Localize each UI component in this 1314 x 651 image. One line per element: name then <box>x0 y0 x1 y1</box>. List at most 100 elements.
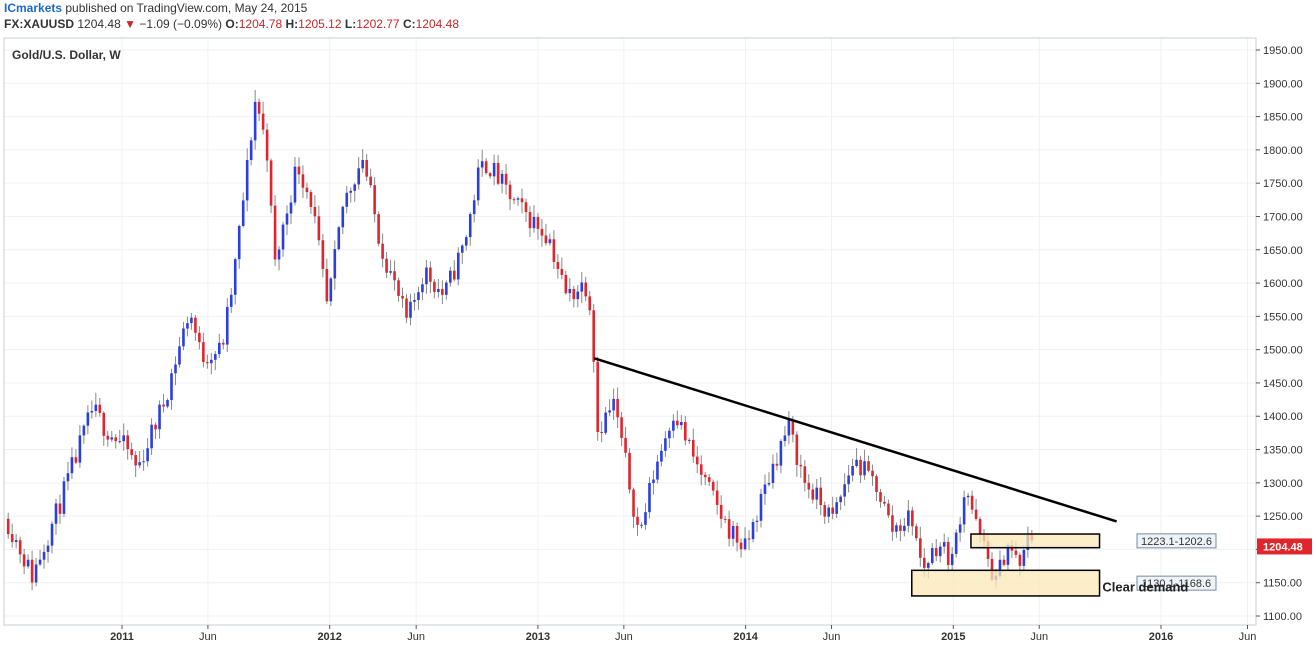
candle-body <box>349 190 353 193</box>
grid <box>4 38 1256 625</box>
candle-body <box>974 509 978 519</box>
candle-body <box>241 200 245 226</box>
candle-body <box>871 470 874 477</box>
candle-body <box>540 228 544 236</box>
y-tick-label: 1100.00 <box>1263 611 1302 623</box>
publisher-name[interactable]: ICmarkets <box>4 1 63 15</box>
candle-body <box>958 524 962 533</box>
down-arrow-icon: ▼ <box>124 17 136 31</box>
candle-body <box>1006 545 1010 565</box>
candle-body <box>429 267 432 282</box>
candle-body <box>827 507 831 517</box>
candle-body <box>393 271 396 281</box>
candle-body <box>803 466 807 483</box>
price-change: −1.09 (−0.09%) <box>139 17 223 31</box>
axes: 1100.001150.001200.001250.001300.001350.… <box>3 37 1303 643</box>
published-text: published on TradingView.com, May 24, 20… <box>65 1 308 15</box>
candle-body <box>150 424 153 449</box>
candle-body <box>660 450 663 462</box>
candle-body <box>1022 549 1026 566</box>
candle-body <box>82 425 86 436</box>
candle-body <box>54 503 58 524</box>
last-price: 1204.48 <box>77 17 121 31</box>
candle-body <box>588 296 592 311</box>
candle-body <box>552 239 556 262</box>
candle-body <box>851 466 854 476</box>
candle-body <box>273 205 277 260</box>
candle-body <box>437 289 440 292</box>
candle-body <box>755 520 759 522</box>
candle-body <box>480 161 484 168</box>
candle-body <box>405 298 408 318</box>
candle-body <box>413 299 416 302</box>
close-label: C: <box>402 17 416 31</box>
close-value: 1204.48 <box>415 17 460 31</box>
candle-body <box>249 140 253 161</box>
candle-body <box>767 482 771 485</box>
candle-body <box>791 419 795 435</box>
candle-body <box>664 438 667 451</box>
y-tick-label: 1950.00 <box>1263 45 1303 57</box>
candle-body <box>18 540 22 555</box>
candle-body <box>225 306 229 345</box>
candle-body <box>484 161 488 174</box>
candle-body <box>361 159 364 169</box>
symbol-quote-line: FX:XAUUSD 1204.48 ▼ −1.09 (−0.09%) O:120… <box>4 17 459 31</box>
candle-body <box>743 538 747 550</box>
y-tick-label: 1650.00 <box>1263 245 1303 257</box>
low-value: 1202.77 <box>356 17 400 31</box>
candle-body <box>751 521 755 540</box>
candle-body <box>26 559 30 567</box>
candle-body <box>456 252 460 280</box>
candle-body <box>464 237 468 246</box>
trendline-layer <box>593 357 1117 523</box>
candle-body <box>986 541 990 559</box>
candle-body <box>397 280 400 296</box>
candle-body <box>672 420 675 431</box>
candle-body <box>608 410 611 413</box>
candle-body <box>703 474 707 478</box>
candle-body <box>839 496 842 503</box>
candle-body <box>879 492 882 502</box>
candle-body <box>281 224 285 250</box>
candle-body <box>14 540 18 542</box>
zone-label-1: 1223.1-1202.6 <box>1141 536 1212 548</box>
candle-body <box>779 440 783 466</box>
candle-body <box>138 462 141 466</box>
candle-body <box>739 542 743 550</box>
candle-body <box>182 328 185 347</box>
candle-body <box>699 464 703 475</box>
candle-body <box>831 507 834 514</box>
candle-body <box>903 525 906 531</box>
candle-body <box>66 473 70 482</box>
candle-body <box>600 432 603 434</box>
candle-body <box>560 269 564 275</box>
candle-body <box>970 495 974 510</box>
candle-body <box>94 404 98 412</box>
candle-body <box>198 332 201 343</box>
candle-body <box>277 249 281 260</box>
candle-body <box>887 503 890 516</box>
candle-body <box>70 457 74 474</box>
candle-body <box>178 346 181 365</box>
y-tick-label: 1600.00 <box>1263 278 1303 290</box>
candle-body <box>166 400 169 407</box>
x-tick-label: 2016 <box>1149 631 1173 643</box>
candle-body <box>962 497 966 525</box>
x-tick-label: 2014 <box>733 631 758 643</box>
candle-body <box>731 525 735 539</box>
candle-body <box>365 159 368 177</box>
candle-body <box>855 459 858 467</box>
candle-body <box>237 225 241 260</box>
candle-body <box>321 240 325 269</box>
candle-body <box>98 404 102 413</box>
candle-body <box>954 532 958 554</box>
candle-body <box>680 421 683 426</box>
zones <box>911 533 1101 597</box>
trendline <box>593 357 1117 523</box>
candle-body <box>46 545 50 552</box>
candle-body <box>640 524 643 526</box>
open-value: 1204.78 <box>238 17 283 31</box>
